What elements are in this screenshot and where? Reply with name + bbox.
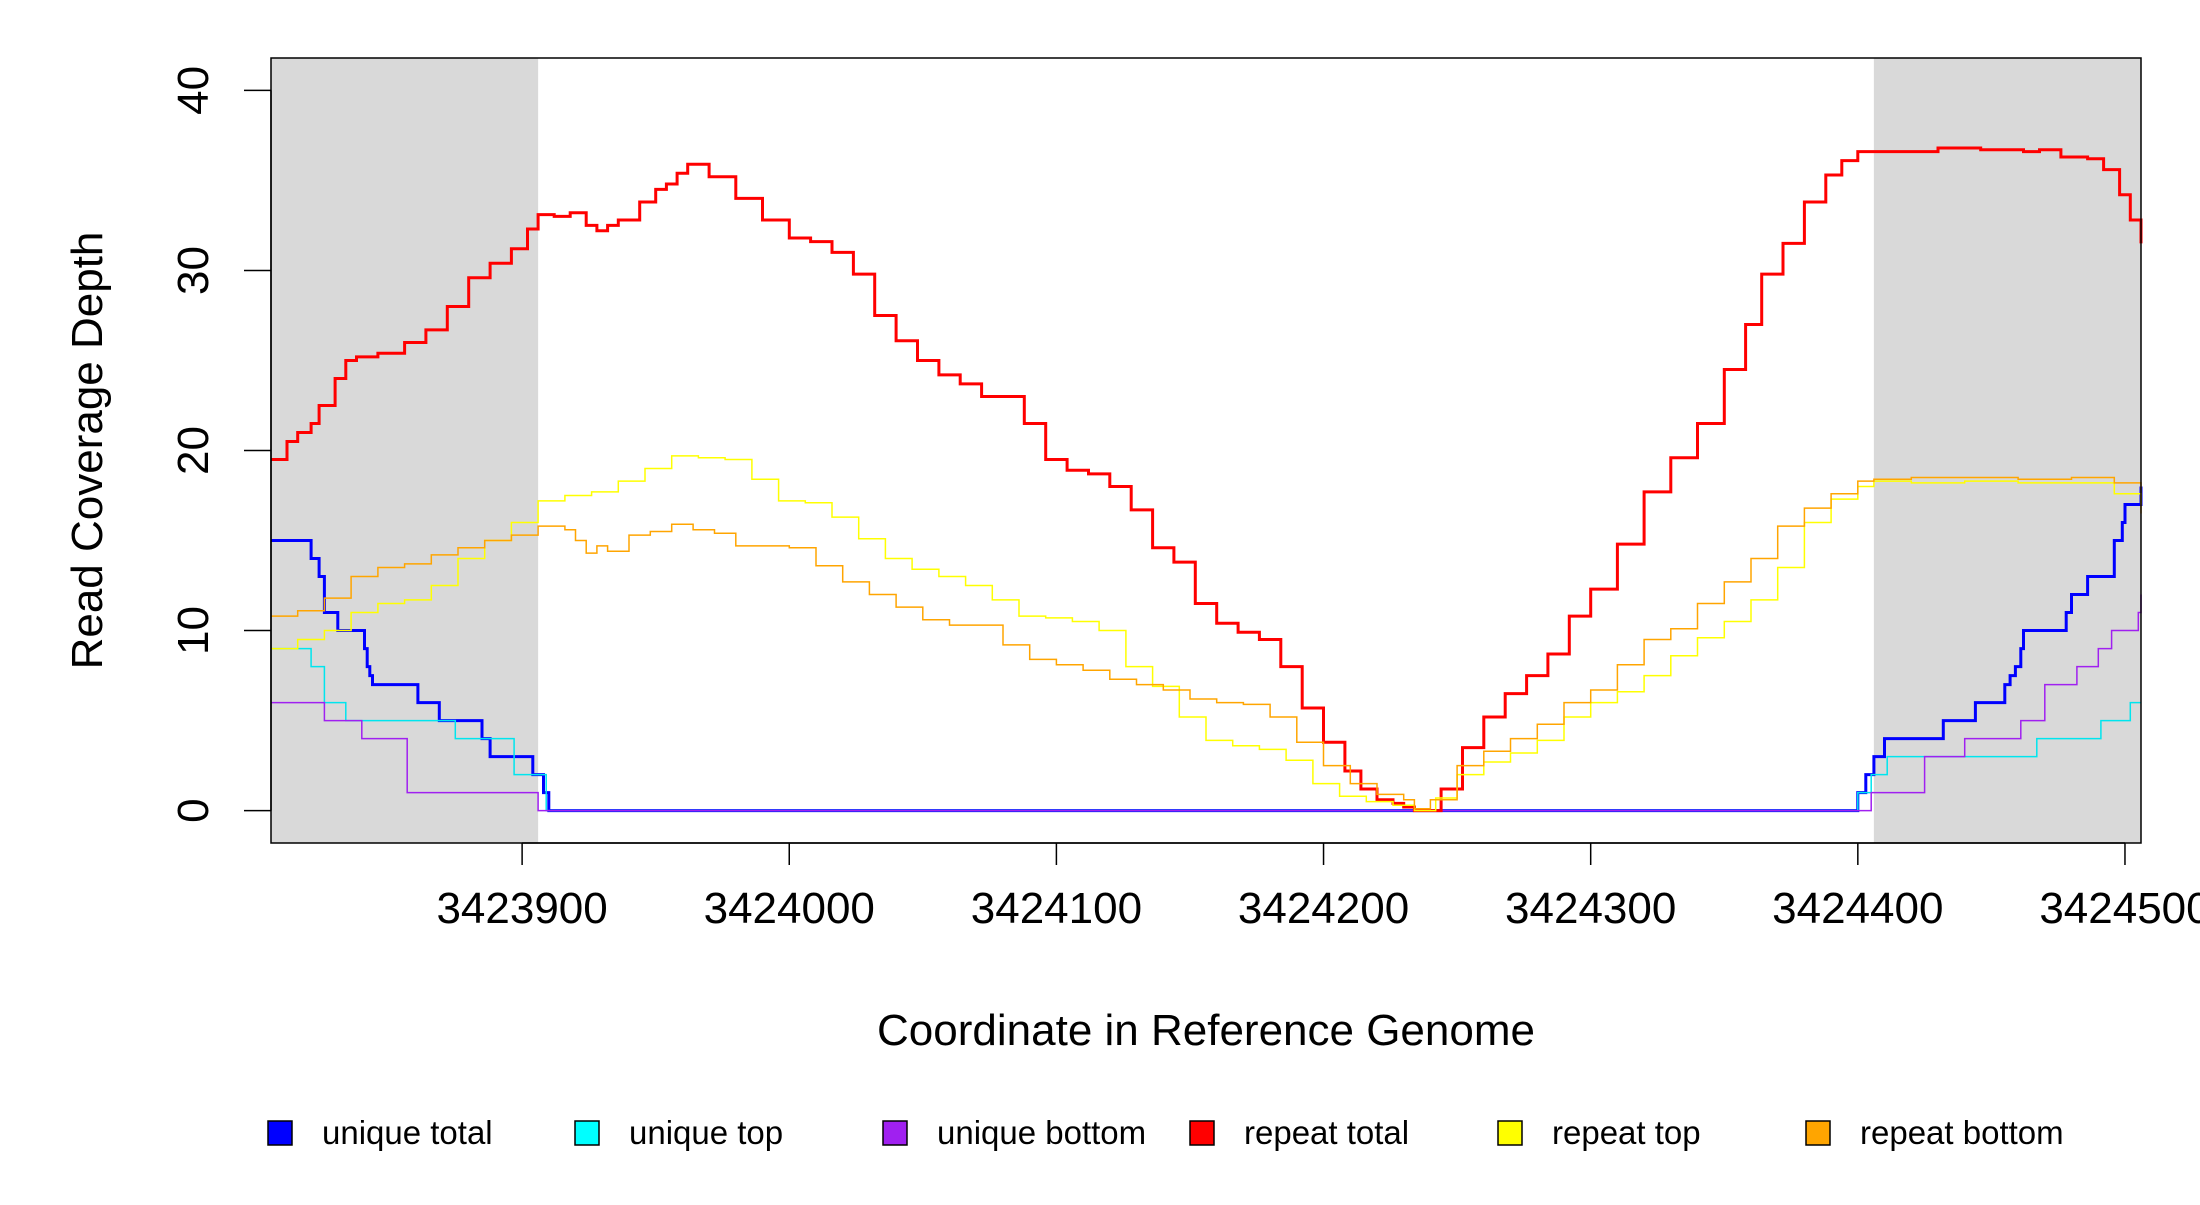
x-tick-label: 3424100 xyxy=(971,884,1142,933)
y-tick-label: 30 xyxy=(169,246,218,295)
y-tick-label: 10 xyxy=(169,606,218,655)
legend-item-unique-top: unique top xyxy=(574,1114,783,1151)
x-tick-label: 3424500 xyxy=(2039,884,2200,933)
axes: 3423900 3424000 3424100 3424200 3424300 34244… xyxy=(169,66,2200,933)
legend-swatch xyxy=(267,1120,293,1146)
series-lines xyxy=(271,146,2143,813)
x-tick-label: 3424300 xyxy=(1505,884,1676,933)
y-axis-title: Read Coverage Depth xyxy=(63,232,112,670)
shaded-region-1 xyxy=(271,58,539,843)
legend: unique total unique top unique bottom repea… xyxy=(267,1114,2064,1151)
x-tick-label: 3424200 xyxy=(1238,884,1409,933)
legend-label: unique top xyxy=(629,1114,783,1151)
legend-swatch xyxy=(1805,1120,1831,1146)
series-line-repeat-top xyxy=(271,455,2142,812)
y-tick-label: 20 xyxy=(169,426,218,475)
x-tick-label: 3424000 xyxy=(704,884,875,933)
legend-label: repeat total xyxy=(1244,1114,1409,1151)
y-tick-label: 40 xyxy=(169,66,218,115)
shaded-regions xyxy=(271,58,2141,843)
legend-swatch xyxy=(1189,1120,1215,1146)
y-tick-label: 0 xyxy=(169,798,218,822)
legend-label: repeat bottom xyxy=(1860,1114,2064,1151)
series-line-unique-bottom xyxy=(271,594,2142,812)
x-axis-title: Coordinate in Reference Genome xyxy=(877,1006,1535,1055)
legend-swatch xyxy=(882,1120,908,1146)
series-line-repeat-total xyxy=(271,146,2143,813)
series-line-repeat-bottom xyxy=(271,476,2142,810)
shaded-region-2 xyxy=(1873,58,2141,843)
legend-item-repeat-top: repeat top xyxy=(1497,1114,1701,1151)
legend-item-unique-total: unique total xyxy=(267,1114,493,1151)
legend-item-repeat-bottom: repeat bottom xyxy=(1805,1114,2064,1151)
series-line-unique-total xyxy=(271,486,2143,813)
legend-item-repeat-total: repeat total xyxy=(1189,1114,1409,1151)
legend-swatch xyxy=(1497,1120,1523,1146)
legend-label: repeat top xyxy=(1552,1114,1701,1151)
x-tick-label: 3423900 xyxy=(436,884,607,933)
legend-label: unique bottom xyxy=(937,1114,1146,1151)
legend-swatch xyxy=(574,1120,600,1146)
legend-label: unique total xyxy=(322,1114,493,1151)
legend-item-unique-bottom: unique bottom xyxy=(882,1114,1146,1151)
x-tick-label: 3424400 xyxy=(1772,884,1943,933)
